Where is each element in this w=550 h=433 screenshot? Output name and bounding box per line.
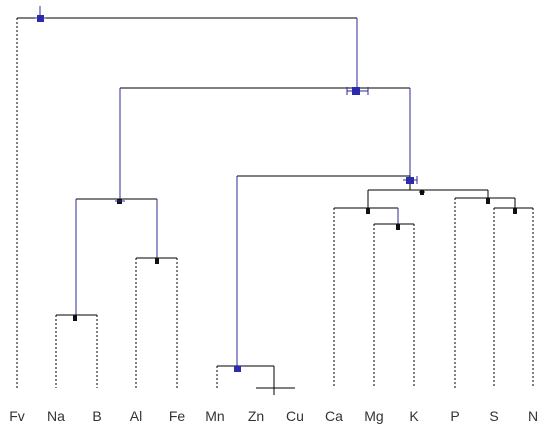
- leaf-label-fv: Fv: [9, 408, 25, 424]
- merge-mn-group-ca-group: [236, 175, 418, 366]
- root-merge: [16, 6, 358, 388]
- group-p-s-n: [454, 197, 534, 388]
- merge-ca-group-p-group: [367, 189, 489, 208]
- group-na-b-al-fe: [55, 198, 178, 388]
- leaf-label-cu: Cu: [286, 408, 304, 424]
- leaf-label-n: N: [528, 408, 538, 424]
- leaf-label-na: Na: [47, 408, 65, 424]
- group-mn-zn-cu: [216, 365, 295, 395]
- group-ca-mg-k: [333, 207, 415, 388]
- leaf-label-p: P: [450, 408, 459, 424]
- leaf-label-mn: Mn: [205, 408, 224, 424]
- leaf-label-al: Al: [130, 408, 142, 424]
- leaf-label-fe: Fe: [169, 408, 186, 424]
- leaf-labels: Fv Na B Al Fe Mn Zn Cu Ca Mg K P S N: [9, 408, 538, 424]
- leaf-label-b: B: [92, 408, 101, 424]
- leaf-label-ca: Ca: [325, 408, 343, 424]
- leaf-label-zn: Zn: [248, 408, 264, 424]
- leaf-label-k: K: [409, 408, 419, 424]
- leaf-label-s: S: [489, 408, 498, 424]
- leaf-label-mg: Mg: [364, 408, 383, 424]
- merge-left-right: [119, 87, 411, 199]
